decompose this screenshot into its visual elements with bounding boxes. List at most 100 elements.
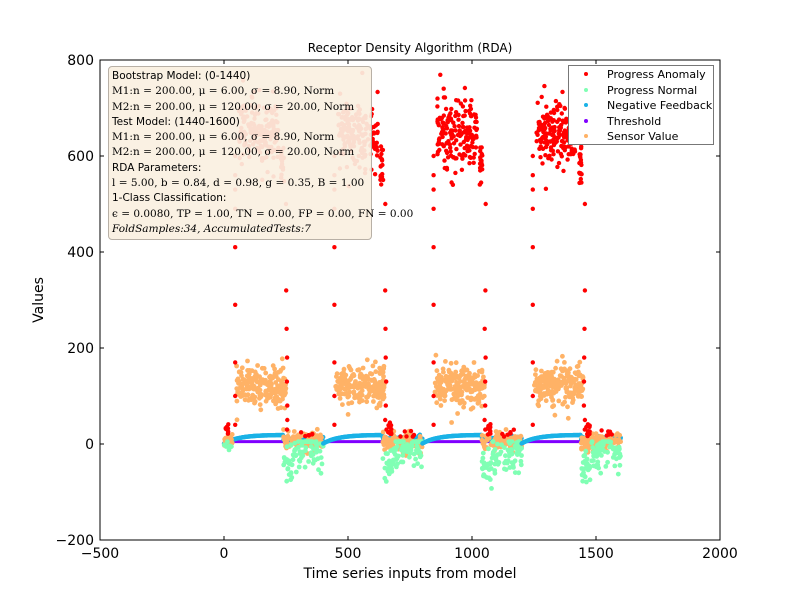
sensor-value-point — [475, 384, 481, 390]
progress-anomaly-point — [479, 145, 484, 150]
progress-normal-point — [514, 450, 520, 456]
sensor-value-point — [338, 381, 344, 387]
progress-anomaly-point — [555, 149, 561, 154]
progress-normal-point — [509, 460, 515, 466]
sensor-value-point — [381, 374, 386, 379]
progress-normal-point — [296, 444, 301, 450]
progress-anomaly-point — [285, 417, 290, 423]
sensor-value-point — [560, 353, 565, 359]
progress-anomaly-point — [383, 417, 388, 423]
progress-normal-point — [490, 439, 496, 444]
progress-anomaly-point — [538, 155, 543, 160]
sensor-value-point — [578, 440, 584, 446]
progress-normal-point — [511, 465, 516, 470]
progress-anomaly-point — [456, 123, 462, 129]
progress-anomaly-point — [565, 157, 570, 162]
progress-normal-point — [492, 447, 498, 452]
sensor-value-point — [556, 398, 562, 404]
progress-normal-point — [225, 439, 230, 445]
progress-anomaly-point — [233, 393, 238, 399]
progress-anomaly-point — [545, 142, 550, 147]
progress-anomaly-point — [460, 120, 465, 126]
sensor-value-point — [337, 396, 343, 401]
progress-anomaly-point — [284, 288, 289, 293]
progress-normal-point — [310, 460, 316, 466]
chart-title: Receptor Density Algorithm (RDA) — [308, 41, 513, 55]
progress-normal-point — [380, 456, 386, 461]
progress-anomaly-point — [441, 144, 446, 149]
sensor-value-point — [481, 393, 487, 399]
sensor-value-point — [600, 435, 606, 441]
progress-anomaly-point — [577, 171, 583, 176]
sensor-value-point — [458, 392, 464, 398]
sensor-value-point — [580, 375, 586, 380]
sensor-value-point — [239, 383, 245, 389]
sensor-value-point — [452, 375, 458, 381]
progress-anomaly-point — [539, 122, 544, 128]
progress-anomaly-point — [383, 326, 388, 331]
sensor-value-point — [376, 402, 382, 407]
sensor-value-point — [443, 359, 448, 364]
progress-anomaly-point — [374, 153, 380, 158]
progress-anomaly-point — [462, 128, 468, 134]
legend-item: Negative Feedback — [569, 98, 713, 114]
progress-anomaly-point — [457, 152, 462, 157]
progress-anomaly-point — [442, 158, 447, 163]
progress-normal-point — [315, 456, 321, 462]
sensor-value-point — [440, 366, 446, 372]
progress-anomaly-point — [380, 147, 386, 153]
progress-anomaly-point — [555, 119, 560, 125]
sensor-value-point — [339, 372, 345, 377]
progress-anomaly-point — [462, 98, 468, 103]
sensor-value-point — [457, 398, 463, 404]
progress-anomaly-point — [546, 122, 552, 128]
sensor-value-point — [472, 372, 478, 378]
progress-anomaly-point — [562, 106, 568, 111]
progress-anomaly-point — [375, 89, 380, 95]
progress-normal-point — [583, 448, 589, 454]
progress-anomaly-point — [453, 170, 458, 176]
sensor-value-point — [552, 412, 558, 418]
sensor-value-point — [246, 371, 252, 377]
progress-anomaly-point — [402, 429, 407, 434]
progress-anomaly-point — [550, 148, 555, 153]
progress-normal-point — [288, 471, 294, 476]
progress-anomaly-point — [470, 137, 475, 142]
progress-anomaly-point — [579, 144, 584, 149]
progress-anomaly-point — [453, 110, 459, 115]
progress-anomaly-point — [471, 112, 477, 117]
progress-normal-point — [503, 453, 508, 459]
sensor-value-point — [377, 371, 383, 376]
sensor-value-point — [229, 432, 235, 437]
progress-anomaly-point — [225, 431, 231, 436]
legend-label: Progress Normal — [607, 83, 698, 97]
progress-normal-point — [302, 464, 308, 470]
progress-normal-point — [486, 446, 491, 452]
sensor-value-point — [455, 411, 460, 416]
sensor-value-point — [281, 427, 286, 432]
progress-anomaly-point — [448, 149, 453, 154]
progress-anomaly-point — [555, 164, 560, 170]
sensor-value-point — [448, 360, 454, 366]
progress-normal-point — [579, 466, 585, 471]
progress-normal-point — [585, 467, 591, 473]
sensor-value-point — [359, 372, 364, 378]
progress-anomaly-point — [378, 155, 383, 160]
progress-normal-point — [518, 462, 524, 468]
sensor-value-point — [541, 393, 547, 398]
progress-anomaly-point — [463, 108, 468, 114]
info-line: M1:n = 200.00, μ = 6.00, σ = 8.90, Norm — [112, 85, 335, 98]
progress-anomaly-point — [467, 161, 472, 166]
sensor-value-point — [535, 387, 541, 392]
progress-anomaly-point — [233, 422, 238, 427]
progress-anomaly-point — [551, 152, 556, 157]
progress-normal-point — [401, 439, 406, 444]
sensor-value-point — [336, 391, 342, 397]
progress-anomaly-point — [431, 187, 436, 192]
progress-anomaly-point — [483, 379, 488, 384]
progress-anomaly-point — [549, 157, 554, 162]
progress-normal-point — [308, 439, 314, 444]
sensor-value-point — [253, 376, 259, 381]
sensor-value-point — [562, 366, 567, 372]
sensor-value-point — [268, 380, 274, 386]
